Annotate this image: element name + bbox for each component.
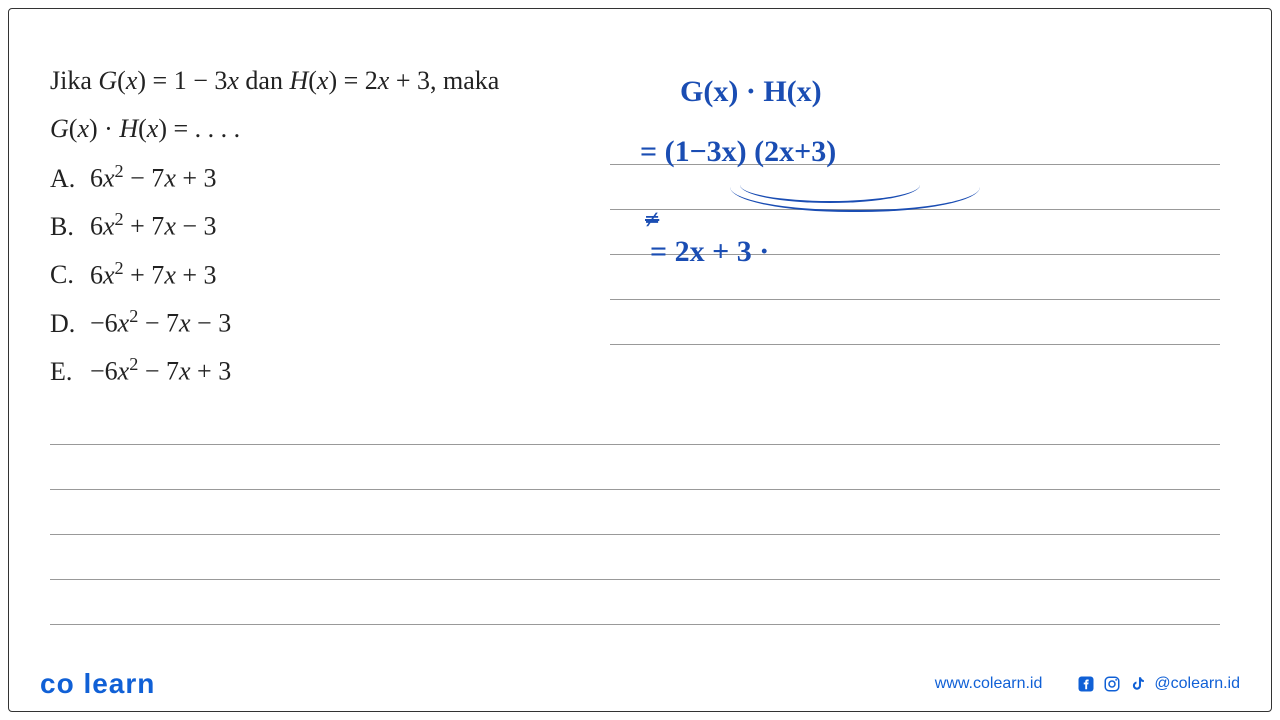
question-line-2: G(x) · H(x) = . . . . <box>50 108 590 150</box>
option-expr: 6x2 + 7x − 3 <box>90 205 217 247</box>
ruled-line <box>50 445 1220 490</box>
option-e: E. −6x2 − 7x + 3 <box>50 350 590 392</box>
option-letter: C. <box>50 254 90 296</box>
footer: co learn www.colearn.id @colearn.id <box>40 668 1240 700</box>
option-expr: 6x2 + 7x + 3 <box>90 254 217 296</box>
footer-right: www.colearn.id @colearn.id <box>935 674 1240 694</box>
tiktok-icon <box>1128 674 1148 694</box>
ruled-line <box>610 300 1220 345</box>
option-d: D. −6x2 − 7x − 3 <box>50 302 590 344</box>
option-letter: A. <box>50 158 90 200</box>
option-expr: −6x2 − 7x + 3 <box>90 350 231 392</box>
social-icons: @colearn.id <box>1076 674 1240 694</box>
ruled-line <box>50 400 1220 445</box>
option-a: A. 6x2 − 7x + 3 <box>50 157 590 199</box>
handwriting-strike: ≠ <box>645 205 659 235</box>
ruled-line <box>50 580 1220 625</box>
option-b: B. 6x2 + 7x − 3 <box>50 205 590 247</box>
handwriting-line-1: G(x) · H(x) <box>680 75 822 109</box>
option-letter: B. <box>50 206 90 248</box>
option-c: C. 6x2 + 7x + 3 <box>50 254 590 296</box>
option-letter: D. <box>50 303 90 345</box>
facebook-icon <box>1076 674 1096 694</box>
footer-url: www.colearn.id <box>935 675 1043 693</box>
option-expr: 6x2 − 7x + 3 <box>90 157 217 199</box>
instagram-icon <box>1102 674 1122 694</box>
handwriting-line-2: = (1−3x) (2x+3) <box>640 135 836 169</box>
answer-options: A. 6x2 − 7x + 3 B. 6x2 + 7x − 3 C. 6x2 +… <box>50 157 590 392</box>
ruled-line <box>50 535 1220 580</box>
ruled-line <box>50 490 1220 535</box>
ruled-lines-full <box>50 400 1220 625</box>
question-line-1: Jika G(x) = 1 − 3x dan H(x) = 2x + 3, ma… <box>50 60 590 102</box>
content-area: Jika G(x) = 1 − 3x dan H(x) = 2x + 3, ma… <box>40 20 1240 660</box>
handwriting-line-3: = 2x + 3 · <box>650 235 769 269</box>
option-letter: E. <box>50 351 90 393</box>
brand-logo: co learn <box>40 668 155 700</box>
option-expr: −6x2 − 7x − 3 <box>90 302 231 344</box>
footer-handle: @colearn.id <box>1154 675 1240 693</box>
question-block: Jika G(x) = 1 − 3x dan H(x) = 2x + 3, ma… <box>50 60 590 398</box>
